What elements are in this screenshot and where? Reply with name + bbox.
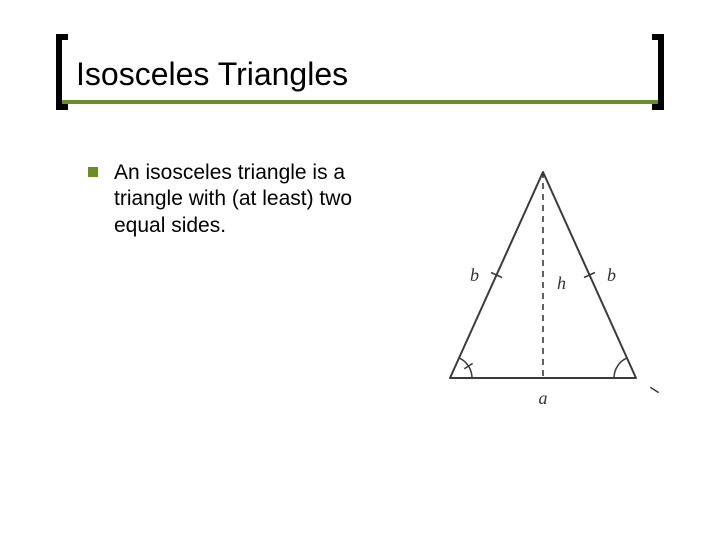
svg-text:a: a	[539, 388, 548, 408]
bracket-left	[56, 34, 68, 110]
title-underline	[62, 100, 658, 104]
bullet-square-icon	[88, 167, 98, 177]
svg-text:b: b	[607, 265, 616, 285]
triangle-figure: b b h a	[420, 160, 670, 440]
bullet-item: An isosceles triangle is a triangle with…	[88, 160, 378, 239]
title-bar: Isosceles Triangles	[62, 48, 658, 85]
page-title: Isosceles Triangles	[76, 56, 672, 93]
body-text: An isosceles triangle is a triangle with…	[114, 160, 378, 239]
svg-text:b: b	[470, 265, 479, 285]
triangle-svg: b b h a	[420, 160, 670, 440]
svg-text:h: h	[557, 273, 566, 293]
